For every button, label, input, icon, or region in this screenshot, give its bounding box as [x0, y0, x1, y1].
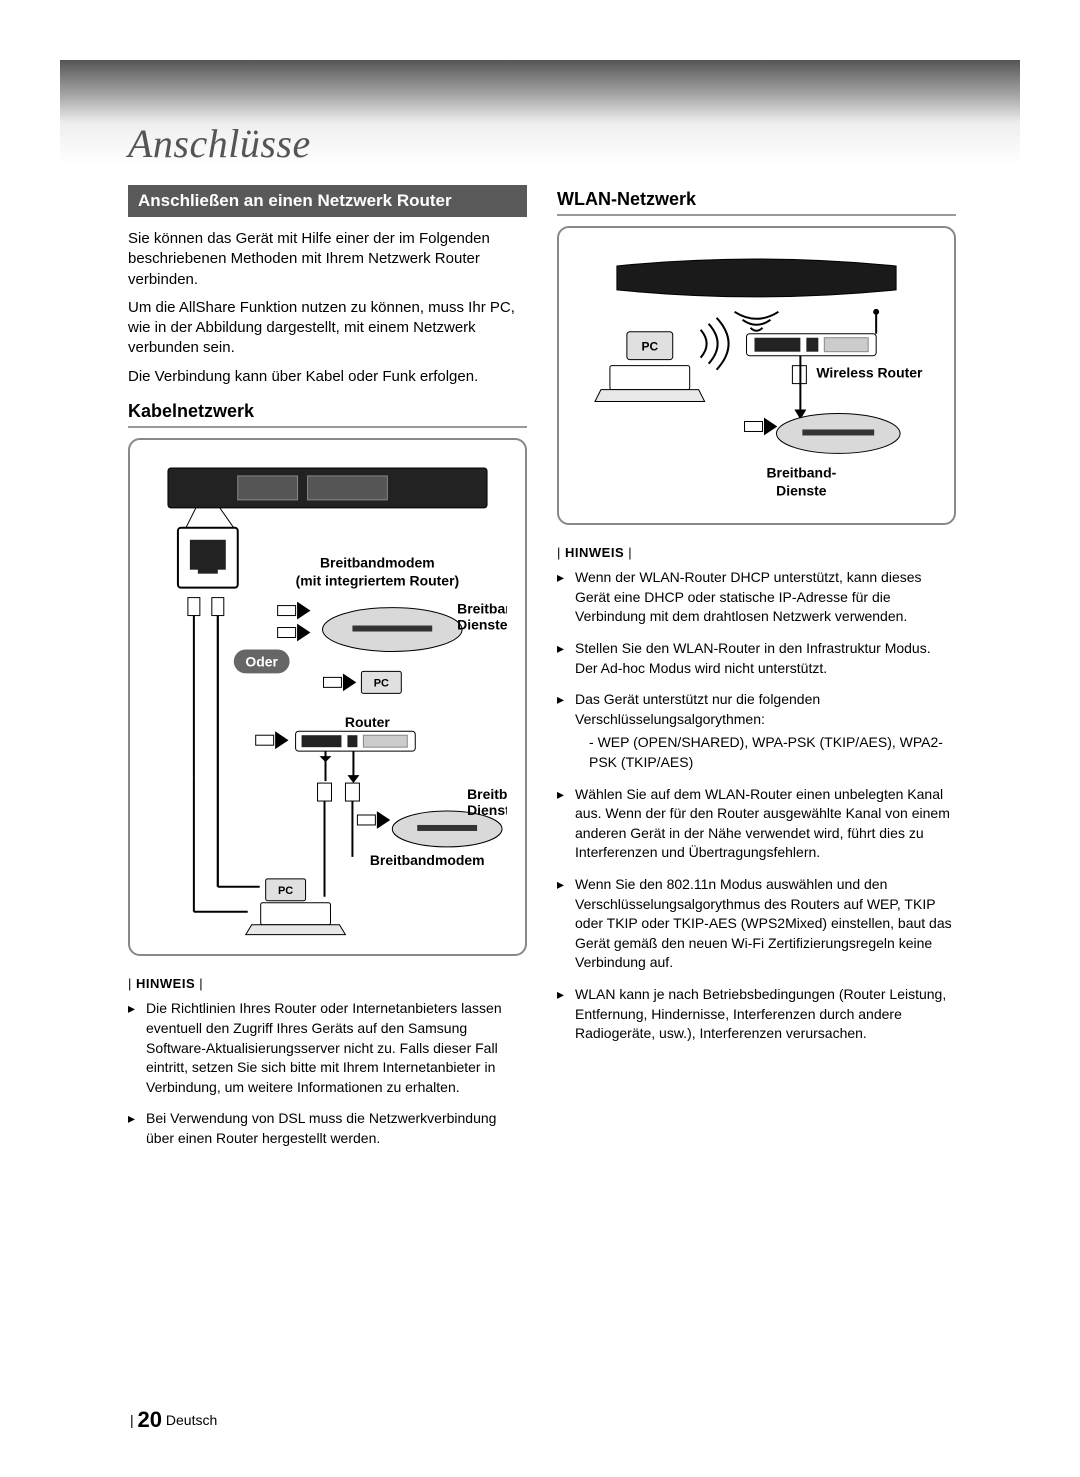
diagram-label: Wireless Router: [816, 365, 923, 381]
note-item: Wählen Sie auf dem WLAN-Router einen unb…: [557, 785, 956, 863]
diagram-label: PC: [641, 340, 658, 354]
note-sublist: WEP (OPEN/SHARED), WPA-PSK (TKIP/AES), W…: [575, 733, 956, 772]
note-item: WLAN kann je nach Betriebsbedingungen (R…: [557, 985, 956, 1044]
diagram-label: Dienste: [467, 802, 507, 818]
diagram-label: Dienste: [776, 482, 827, 498]
wired-diagram: Breitbandmodem (mit integriertem Router)…: [128, 438, 527, 957]
wlan-subheading: WLAN-Netzwerk: [557, 189, 956, 216]
note-label: HINWEIS: [128, 976, 527, 991]
diagram-label: PC: [374, 677, 389, 689]
note-item: Die Richtlinien Ihres Router oder Intern…: [128, 999, 527, 1097]
diagram-label: Dienste: [457, 616, 507, 632]
intro-paragraph: Um die AllShare Funktion nutzen zu könne…: [128, 298, 527, 359]
title-banner: Anschlüsse: [60, 60, 1020, 165]
diagram-label: Router: [345, 714, 391, 730]
wireless-diagram: PC: [557, 226, 956, 525]
note-label: HINWEIS: [557, 545, 956, 560]
right-notes-list: Wenn der WLAN-Router DHCP unterstützt, k…: [557, 568, 956, 1043]
diagram-label: Breitbandmodem: [320, 554, 435, 570]
page-title: Anschlüsse: [128, 120, 1020, 167]
right-column: WLAN-Netzwerk PC: [557, 185, 956, 1161]
sublist-item: WEP (OPEN/SHARED), WPA-PSK (TKIP/AES), W…: [589, 733, 956, 772]
left-notes-list: Die Richtlinien Ihres Router oder Intern…: [128, 999, 527, 1148]
manual-page: Anschlüsse Anschließen an einen Netzwerk…: [0, 0, 1080, 1477]
note-item: Wenn der WLAN-Router DHCP unterstützt, k…: [557, 568, 956, 627]
left-column: Anschließen an einen Netzwerk Router Sie…: [128, 185, 527, 1161]
diagram-label: Breitband-: [467, 786, 507, 802]
page-number: 20: [138, 1407, 162, 1432]
wired-subheading: Kabelnetzwerk: [128, 401, 527, 428]
diagram-label: Breitband-: [457, 600, 507, 616]
diagram-label: Breitband-: [766, 464, 836, 480]
note-item: Wenn Sie den 802.11n Modus auswählen und…: [557, 875, 956, 973]
diagram-label: Breitbandmodem: [370, 852, 485, 868]
left-section-header: Anschließen an einen Netzwerk Router: [128, 185, 527, 217]
diagram-label: PC: [278, 885, 293, 897]
intro-paragraph: Die Verbindung kann über Kabel oder Funk…: [128, 367, 527, 387]
note-item: Bei Verwendung von DSL muss die Netzwerk…: [128, 1109, 527, 1148]
intro-paragraph: Sie können das Gerät mit Hilfe einer der…: [128, 229, 527, 290]
diagram-label: (mit integriertem Router): [296, 572, 460, 588]
content-columns: Anschließen an einen Netzwerk Router Sie…: [60, 165, 1020, 1161]
note-item: Stellen Sie den WLAN-Router in den Infra…: [557, 639, 956, 678]
diagram-label: Oder: [245, 653, 278, 669]
note-item: Das Gerät unterstützt nur die folgenden …: [557, 690, 956, 772]
lang-label: Deutsch: [166, 1412, 217, 1428]
page-footer: | 20 Deutsch: [130, 1407, 217, 1433]
